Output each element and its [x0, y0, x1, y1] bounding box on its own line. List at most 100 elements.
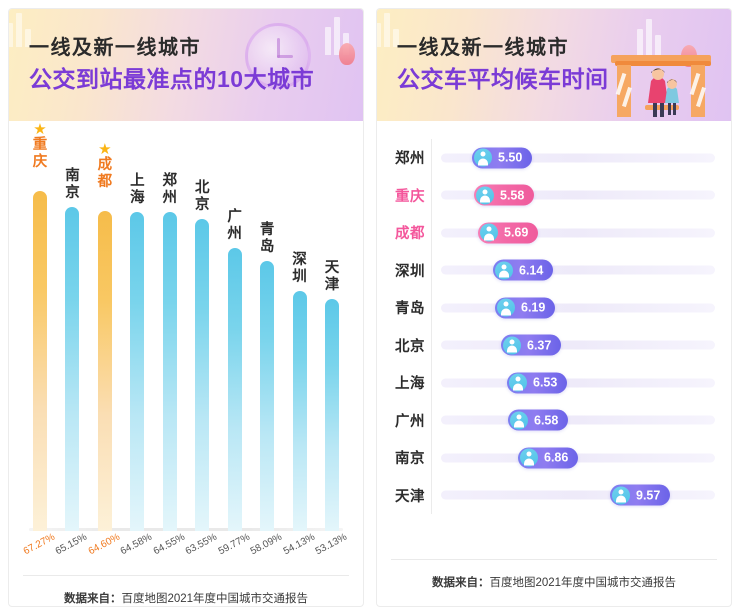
wait-time-value: 6.19 — [521, 300, 546, 315]
person-icon — [509, 373, 527, 392]
wait-time-value-pill[interactable]: 6.86 — [518, 447, 579, 469]
person-icon — [510, 411, 528, 430]
bar-category-label: 南京 — [65, 168, 80, 202]
bar-column: 青岛 — [252, 135, 282, 531]
wait-time-row[interactable]: 南京 6.86 — [395, 439, 715, 477]
wait-time-value-pill[interactable]: 5.50 — [472, 147, 533, 169]
bar — [162, 211, 177, 531]
person-icon — [520, 448, 538, 467]
wait-time-value: 9.57 — [636, 488, 661, 502]
wait-time-row[interactable]: 青岛 6.19 — [395, 289, 715, 327]
wait-time-city-label: 广州 — [395, 413, 425, 430]
wait-time-row[interactable]: 天津 9.57 — [395, 476, 715, 514]
person-icon — [474, 148, 492, 167]
bar — [33, 191, 47, 531]
wait-time-city-label: 南京 — [395, 451, 425, 468]
buildings-silhouette-icon — [9, 13, 31, 47]
wait-time-value-pill[interactable]: 6.19 — [495, 297, 556, 319]
bar-column: 深圳 — [285, 135, 315, 531]
bar — [97, 211, 112, 531]
row-divider — [431, 439, 432, 477]
wait-time-row[interactable]: 广州 6.58 — [395, 401, 715, 439]
person-icon — [480, 223, 498, 242]
bar-chart-area: 重庆 ★ 南京 成都 ★ 上海 郑州 北京 广州 青岛 深圳 天津 67.27% 65.15% 64.60… — [9, 121, 363, 575]
wait-time-city-label: 成都 — [395, 226, 425, 243]
left-footer: 数据来自：百度地图2021年度中国城市交通报告 — [23, 575, 349, 606]
buildings-silhouette-icon — [637, 19, 661, 57]
wait-time-track-wrap: 5.58 — [431, 176, 715, 214]
bar-column: 重庆 ★ — [25, 122, 55, 531]
wait-time-row[interactable]: 郑州 5.50 — [395, 139, 715, 177]
wait-time-row[interactable]: 成都 5.69 — [395, 214, 715, 252]
bar-value-label: 59.77% — [216, 531, 252, 558]
wait-time-track — [441, 228, 715, 238]
bar-value-label: 67.27% — [21, 531, 57, 558]
wait-time-city-label: 北京 — [395, 338, 425, 355]
wait-time-value-pill[interactable]: 6.37 — [501, 334, 562, 356]
wait-time-row[interactable]: 北京 6.37 — [395, 326, 715, 364]
bar-value-label: 64.58% — [119, 531, 155, 558]
wait-time-track-wrap: 6.58 — [431, 401, 715, 439]
wait-time-value-pill[interactable]: 6.58 — [508, 409, 569, 431]
wait-time-track — [441, 153, 715, 163]
wait-time-value: 5.58 — [500, 188, 525, 202]
bar — [195, 219, 210, 531]
person-icon — [476, 186, 494, 205]
row-divider — [431, 401, 432, 439]
bar-group: 重庆 ★ 南京 成都 ★ 上海 郑州 北京 广州 青岛 深圳 天津 — [23, 122, 349, 531]
bar-category-label: 成都 — [97, 157, 113, 191]
wait-time-city-label: 天津 — [395, 488, 425, 505]
bar — [227, 248, 242, 531]
clock-icon — [245, 23, 311, 89]
wait-time-value: 5.69 — [504, 225, 529, 240]
wait-time-value: 6.58 — [534, 413, 559, 427]
bar — [65, 207, 80, 531]
wait-time-track-wrap: 9.57 — [431, 476, 715, 514]
wait-time-city-label: 重庆 — [395, 188, 425, 205]
wait-time-row[interactable]: 上海 6.53 — [395, 364, 715, 402]
wait-time-value-pill[interactable]: 5.58 — [474, 184, 535, 206]
bar-value-label: 58.09% — [248, 531, 284, 558]
wait-time-track — [441, 190, 715, 200]
wait-time-value: 6.14 — [519, 263, 544, 277]
balloon-icon — [339, 43, 355, 65]
wait-time-row[interactable]: 重庆 5.58 — [395, 176, 715, 214]
bar-column: 天津 — [317, 135, 347, 531]
wait-time-city-label: 上海 — [395, 376, 425, 393]
wait-time-value-pill[interactable]: 5.69 — [478, 222, 539, 244]
row-divider — [431, 251, 432, 289]
chart-baseline — [29, 528, 343, 531]
right-footer-prefix: 数据来自： — [431, 577, 490, 589]
bus-stop-shelter-icon — [611, 55, 711, 117]
right-banner-subtitle: 一线及新一线城市 — [397, 37, 569, 59]
person-icon — [495, 261, 513, 280]
bar-value-label: 65.15% — [54, 531, 90, 558]
bar — [130, 211, 145, 531]
bar-value-cell: 59.77% — [216, 532, 251, 575]
wait-time-track — [441, 378, 715, 388]
bar-column: 北京 — [187, 135, 217, 531]
wait-time-city-label: 深圳 — [395, 263, 425, 280]
bar-category-label: 青岛 — [259, 222, 275, 256]
bar-value-cell: 64.60% — [87, 532, 122, 575]
bar-value-cell: 58.09% — [248, 531, 284, 575]
wait-time-card: 一线及新一线城市 公交车平均候车时间 郑州 5.50 重庆 5.58 成都 5.69 深圳 6… — [376, 8, 732, 607]
left-footer-source: 百度地图2021年度中国城市交通报告 — [121, 593, 309, 605]
wait-time-value: 6.86 — [544, 450, 569, 465]
wait-time-track — [441, 303, 715, 313]
row-divider — [431, 139, 432, 177]
bar-category-label: 深圳 — [292, 252, 307, 286]
wait-time-value-pill[interactable]: 6.14 — [493, 259, 554, 281]
row-divider — [431, 326, 432, 364]
wait-time-track-wrap: 6.19 — [431, 289, 715, 327]
wait-time-track — [441, 340, 715, 350]
wait-time-row[interactable]: 深圳 6.14 — [395, 251, 715, 289]
wait-time-city-label: 青岛 — [395, 301, 425, 318]
wait-time-value-pill[interactable]: 9.57 — [610, 484, 671, 506]
left-banner: 一线及新一线城市 公交到站最准点的10大城市 — [9, 9, 363, 121]
wait-time-track — [441, 490, 715, 500]
wait-time-row-group: 郑州 5.50 重庆 5.58 成都 5.69 深圳 6.14 青岛 6.19 北京 6.37 上海 6.… — [377, 121, 731, 559]
wait-time-value-pill[interactable]: 6.53 — [507, 372, 568, 394]
bar-value-label-group: 67.27% 65.15% 64.60% 64.58% 64.55% 63.55% 59.7… — [21, 531, 349, 575]
